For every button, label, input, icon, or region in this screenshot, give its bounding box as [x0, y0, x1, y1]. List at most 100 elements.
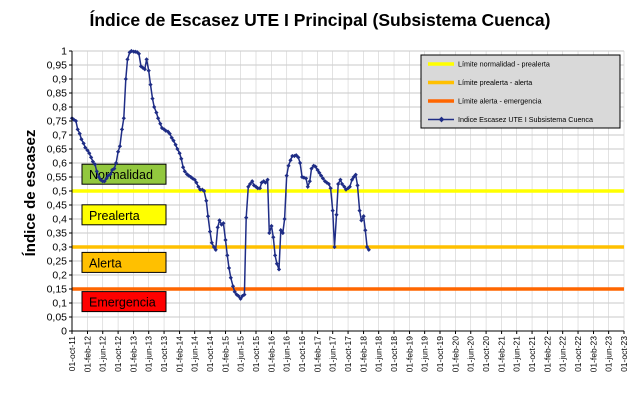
data-point	[230, 284, 236, 289]
x-tick-label: 01-feb-14	[175, 336, 185, 373]
data-point	[125, 57, 130, 62]
x-tick-label: 01-feb-13	[129, 336, 139, 373]
data-point	[113, 160, 119, 166]
data-point	[269, 223, 274, 229]
y-tick-label: 0,4	[52, 214, 67, 226]
data-point	[92, 162, 98, 167]
data-point	[223, 237, 228, 243]
data-point	[330, 208, 335, 213]
data-point	[307, 179, 312, 184]
x-tick-label: 01-jun-15	[236, 336, 246, 372]
data-point	[155, 116, 161, 121]
zone-label: Prealerta	[89, 209, 140, 223]
data-point	[148, 82, 153, 87]
x-tick-label: 01-feb-16	[266, 336, 276, 373]
y-tick-label: 0,25	[47, 256, 68, 268]
zone-label: Alerta	[89, 256, 122, 270]
data-point	[182, 169, 187, 174]
data-point	[286, 163, 291, 168]
x-tick-label: 01-oct-12	[113, 336, 123, 372]
data-point	[180, 165, 186, 170]
data-point	[297, 160, 303, 166]
y-tick-label: 0,2	[52, 270, 67, 282]
data-point	[83, 145, 88, 150]
x-tick-label: 01-oct-23	[619, 336, 629, 372]
data-point	[332, 244, 337, 250]
legend-label: Límite alerta - emergencia	[458, 97, 542, 106]
data-point	[342, 184, 347, 189]
data-point	[154, 110, 159, 115]
x-tick-label: 01-oct-11	[67, 336, 77, 372]
data-point	[112, 166, 117, 171]
x-tick-label: 01-oct-14	[205, 336, 215, 372]
data-point	[73, 118, 79, 124]
y-tick-label: 0,7	[52, 130, 67, 142]
data-point	[309, 166, 314, 171]
x-tick-label: 01-jun-20	[466, 336, 476, 372]
data-point	[213, 247, 218, 252]
x-tick-label: 01-feb-18	[359, 336, 369, 373]
data-point	[313, 164, 318, 169]
data-point	[318, 173, 324, 178]
y-tick-label: 0	[61, 326, 67, 338]
data-point	[167, 131, 172, 136]
data-point	[201, 188, 207, 194]
data-point	[226, 265, 232, 271]
data-point	[247, 181, 253, 187]
data-point	[146, 68, 151, 73]
data-point	[265, 177, 270, 182]
data-point	[296, 155, 301, 160]
data-point	[150, 96, 155, 101]
data-point	[85, 148, 90, 153]
y-tick-label: 0,95	[47, 60, 68, 72]
threshold-lines	[72, 189, 624, 291]
data-point	[278, 228, 283, 233]
data-point	[353, 172, 358, 177]
data-point	[238, 296, 243, 301]
data-point	[282, 216, 287, 222]
data-point	[196, 184, 201, 189]
data-point	[364, 244, 370, 250]
y-tick-label: 0,1	[52, 298, 67, 310]
data-point	[347, 184, 352, 189]
data-point	[173, 142, 178, 147]
data-point	[357, 208, 362, 213]
data-point	[221, 221, 226, 226]
data-point	[158, 121, 163, 126]
data-point	[90, 159, 96, 164]
data-point	[280, 230, 285, 236]
data-point	[194, 180, 199, 185]
x-tick-label: 01-jun-18	[374, 336, 384, 372]
data-point	[315, 167, 320, 173]
data-point	[271, 235, 276, 240]
zone-box	[81, 251, 167, 273]
data-point	[317, 170, 322, 175]
data-point	[267, 230, 272, 236]
x-tick-label: 01-oct-17	[343, 336, 353, 372]
data-point	[121, 116, 126, 121]
x-tick-label: 01-jun-13	[144, 336, 154, 372]
x-tick-labels: 01-oct-11 01-feb-12 01-jun-12 01-oct-12 01-f…	[67, 331, 629, 372]
y-tick-label: 0,35	[47, 228, 68, 240]
data-point	[326, 181, 331, 187]
x-tick-label: 01-oct-15	[251, 336, 261, 372]
x-tick-label: 01-feb-22	[543, 336, 553, 373]
data-point	[334, 212, 339, 217]
y-tick-label: 0,05	[47, 312, 68, 324]
data-point	[257, 186, 263, 191]
x-tick-label: 01-feb-15	[221, 336, 231, 373]
zone-box	[81, 163, 167, 185]
chart-title: Índice de Escasez UTE I Principal (Subsi…	[89, 10, 551, 30]
data-point	[242, 292, 247, 297]
y-tick-labels: 0 0,05 0,1 0,15 0,2 0,25 0,3 0,35 0,4 0,45 0,5 0,55…	[47, 46, 72, 338]
data-point	[236, 293, 241, 299]
data-point	[276, 267, 282, 272]
y-tick-label: 0,8	[52, 102, 67, 114]
data-point	[359, 218, 364, 223]
data-point	[79, 137, 84, 142]
x-tick-label: 01-oct-18	[389, 336, 399, 372]
data-point	[81, 141, 86, 146]
